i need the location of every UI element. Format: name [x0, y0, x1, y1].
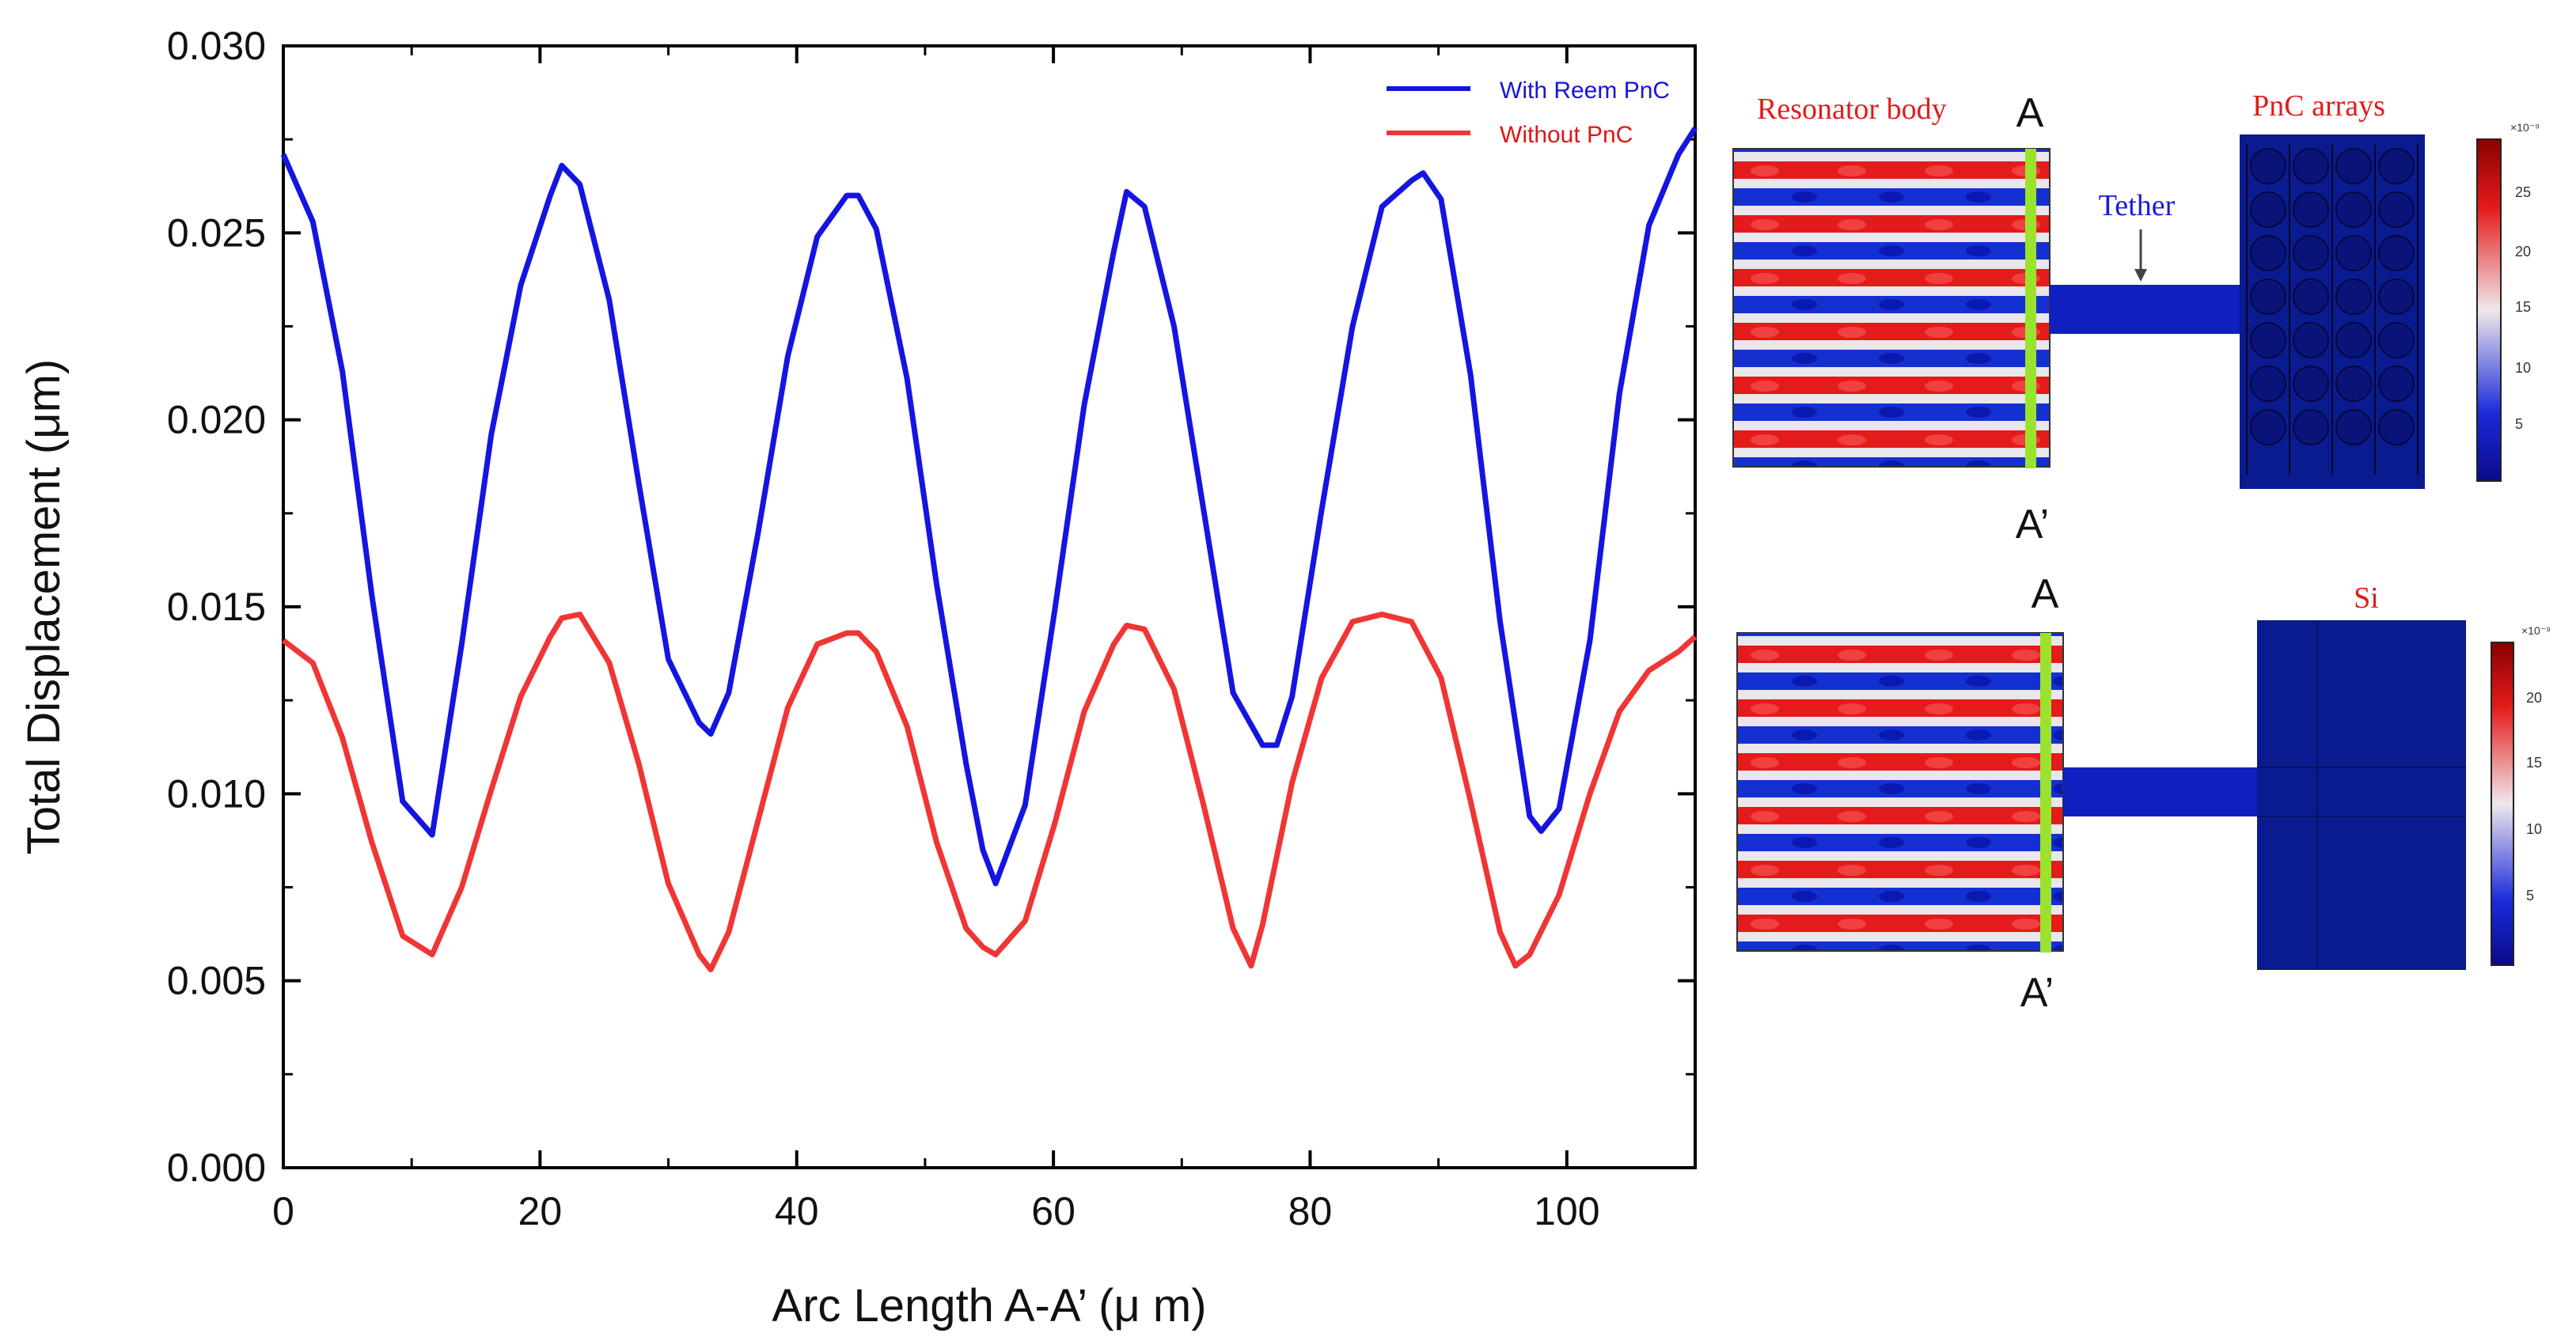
pnc-hole: [2335, 322, 2372, 358]
pnc-hole: [2250, 148, 2286, 184]
pnc-hole: [2250, 366, 2286, 402]
colorbar-top: [2476, 138, 2502, 482]
pnc-arrays-title: PnC arrays: [2252, 89, 2385, 123]
pnc-hole: [2335, 148, 2372, 184]
x-tick-label: 80: [1288, 1189, 1333, 1233]
series-line-without-pnc: [281, 612, 1698, 972]
pnc-hole: [2250, 235, 2286, 271]
y-tick-label: 0.010: [167, 771, 266, 816]
tether: [2050, 285, 2240, 334]
tether-label: Tether: [2099, 189, 2176, 222]
colorbar-top-label: 5: [2515, 416, 2523, 432]
y-tick-label: 0.015: [167, 585, 266, 629]
colorbar-top-label: 20: [2515, 244, 2531, 259]
y-tick-label: 0.030: [167, 24, 266, 68]
cut-label-a-prime-top: A’: [2016, 502, 2049, 547]
pnc-hole: [2378, 366, 2415, 402]
x-tick-label: 60: [1031, 1189, 1076, 1233]
cut-label-a-prime-bottom: A’: [2020, 970, 2054, 1016]
pnc-hole: [2378, 278, 2415, 315]
legend-label-without-pnc: Without PnC: [1500, 122, 1633, 148]
pnc-hole: [2293, 278, 2329, 315]
x-tick-label: 40: [775, 1189, 819, 1233]
pnc-hole: [2335, 409, 2372, 445]
pnc-hole: [2293, 191, 2329, 228]
colorbar-top-label: 10: [2515, 360, 2531, 376]
pnc-hole: [2378, 148, 2415, 184]
pnc-hole: [2378, 191, 2415, 228]
pnc-hole: [2250, 409, 2286, 445]
pnc-hole: [2335, 191, 2372, 228]
si-substrate-block: [2257, 620, 2466, 970]
y-tick-label: 0.020: [167, 398, 266, 442]
pnc-hole: [2293, 322, 2329, 358]
cut-label-a-bottom: A: [2032, 571, 2059, 617]
tether-si: [2063, 767, 2257, 816]
pnc-hole: [2335, 235, 2372, 271]
colorbar-top-label: 25: [2515, 184, 2531, 200]
pnc-hole: [2378, 235, 2415, 271]
pnc-hole: [2293, 366, 2329, 402]
pnc-hole: [2293, 409, 2329, 445]
colorbar-bottom-label: 5: [2526, 888, 2534, 903]
y-tick-label: 0.025: [167, 210, 266, 255]
tether-arrow-head: [2134, 269, 2147, 282]
pnc-hole: [2293, 235, 2329, 271]
cut-label-a-top: A: [2016, 90, 2044, 136]
colorbar-top-labels: 25 20 15 10 5: [2515, 184, 2531, 432]
legend: With Reem PnC Without PnC: [1387, 78, 1670, 148]
y-tick-label: 0.005: [167, 959, 266, 1003]
x-tick-label: 100: [1534, 1189, 1599, 1233]
pnc-hole: [2335, 278, 2372, 315]
y-tick-label: 0.000: [167, 1146, 266, 1190]
x-axis-ticks: 0 20 40 60 80 100: [272, 46, 1600, 1233]
pnc-hole: [2250, 191, 2286, 228]
x-axis-label: Arc Length A-A’ (μ m): [772, 1280, 1206, 1332]
plot-frame: [282, 44, 1697, 1169]
x-tick-label: 20: [518, 1189, 563, 1233]
pnc-hole: [2378, 409, 2415, 445]
legend-label-with-pnc: With Reem PnC: [1500, 78, 1670, 104]
colorbar-bottom-exponent: ×10⁻⁹: [2521, 624, 2551, 637]
x-tick-label: 0: [272, 1189, 294, 1233]
colorbar-top-label: 15: [2515, 299, 2531, 315]
diagram-without-pnc: A Si ×10⁻⁹ 20 15 10 5 A’: [1736, 571, 2551, 1016]
colorbar-top-exponent: ×10⁻⁹: [2510, 121, 2540, 134]
pnc-array-holes: [2246, 145, 2419, 475]
diagram-with-pnc: Resonator body A PnC arrays Tether ×10⁻⁹…: [1732, 89, 2540, 547]
resonator-body-title: Resonator body: [1757, 93, 1947, 126]
pnc-hole: [2293, 148, 2329, 184]
pnc-hole: [2335, 366, 2372, 402]
colorbar-bottom-labels: 20 15 10 5: [2526, 690, 2542, 903]
pnc-hole: [2250, 278, 2286, 315]
y-axis-label: Total Displacement (μm): [18, 359, 70, 854]
displacement-chart: 0.000 0.005 0.010 0.015 0.020 0.025 0.030 0 20 4…: [18, 24, 1698, 1332]
si-title: Si: [2354, 581, 2379, 615]
colorbar-bottom: [2491, 642, 2514, 966]
colorbar-bottom-label: 20: [2526, 690, 2542, 706]
colorbar-bottom-label: 10: [2526, 821, 2542, 837]
series-line-with-pnc: [280, 127, 1698, 887]
y-axis-ticks: 0.000 0.005 0.010 0.015 0.020 0.025 0.030: [167, 24, 1695, 1190]
pnc-hole: [2250, 322, 2286, 358]
resonator-body-field: [1732, 148, 2051, 468]
series-layer: [280, 127, 1698, 972]
pnc-hole: [2378, 322, 2415, 358]
colorbar-bottom-label: 15: [2526, 755, 2542, 771]
resonator-body-field-si: [1736, 632, 2064, 952]
